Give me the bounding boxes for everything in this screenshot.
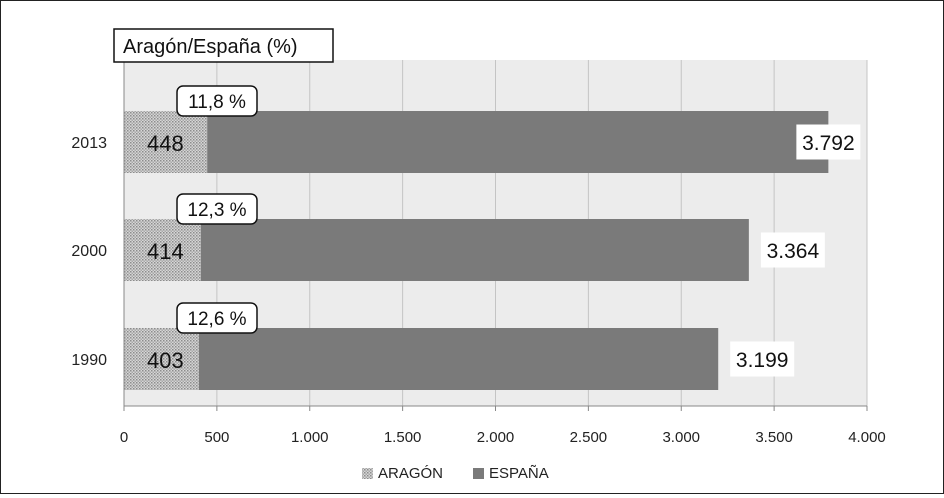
legend: ARAGÓN ESPAÑA — [362, 465, 549, 482]
legend-swatch-aragon — [362, 468, 373, 479]
share-callout-box — [176, 302, 258, 334]
legend-label-espana: ESPAÑA — [489, 465, 549, 482]
legend-swatch-espana — [473, 468, 484, 479]
value-label-aragon: 448 — [147, 131, 184, 156]
value-label-espana: 3.199 — [736, 349, 789, 372]
x-tick-label: 1.000 — [291, 429, 329, 446]
legend-label-aragon: ARAGÓN — [378, 465, 443, 482]
bar-aragon — [124, 111, 208, 173]
x-tick-label: 2.000 — [477, 429, 515, 446]
bar-espana — [198, 328, 719, 390]
share-label: 11,8 % — [188, 92, 246, 113]
x-tick-label: 2.500 — [570, 429, 608, 446]
bar-espana — [207, 111, 829, 173]
value-label-aragon: 403 — [147, 348, 184, 373]
x-tick-label: 1.500 — [384, 429, 422, 446]
value-label-aragon: 414 — [147, 239, 184, 264]
data-labels: 448 3.792 11,8 % 414 3.364 12,3 % 403 3.199 12,6… — [147, 85, 861, 377]
category-label: 2013 — [71, 135, 107, 152]
value-label-box — [760, 232, 825, 268]
x-tick-label: 0 — [120, 429, 128, 446]
bar-aragon — [124, 219, 201, 281]
value-label-espana: 3.792 — [802, 132, 855, 155]
bar-aragon — [124, 328, 199, 390]
axes: 0 500 1.000 1.500 2.000 2.500 3.000 3.500 4.000 2… — [71, 60, 886, 446]
category-label: 2000 — [71, 243, 107, 260]
value-label-box — [730, 341, 795, 377]
chart-title: Aragón/España (%) — [123, 36, 298, 58]
value-label-box — [796, 124, 861, 160]
bar-espana — [200, 219, 749, 281]
title-group: Aragón/España (%) — [113, 28, 334, 63]
x-tick-label: 3.500 — [755, 429, 793, 446]
share-callout-box — [176, 85, 258, 117]
x-tick-label: 3.000 — [662, 429, 700, 446]
x-tick-label: 500 — [204, 429, 229, 446]
share-label: 12,6 % — [187, 309, 246, 330]
value-label-espana: 3.364 — [767, 240, 820, 263]
x-tick-label: 4.000 — [848, 429, 886, 446]
category-label: 1990 — [71, 352, 107, 369]
chart-title-box — [113, 28, 334, 63]
share-label: 12,3 % — [187, 200, 246, 221]
share-callout-box — [176, 193, 258, 225]
bars — [124, 111, 829, 390]
